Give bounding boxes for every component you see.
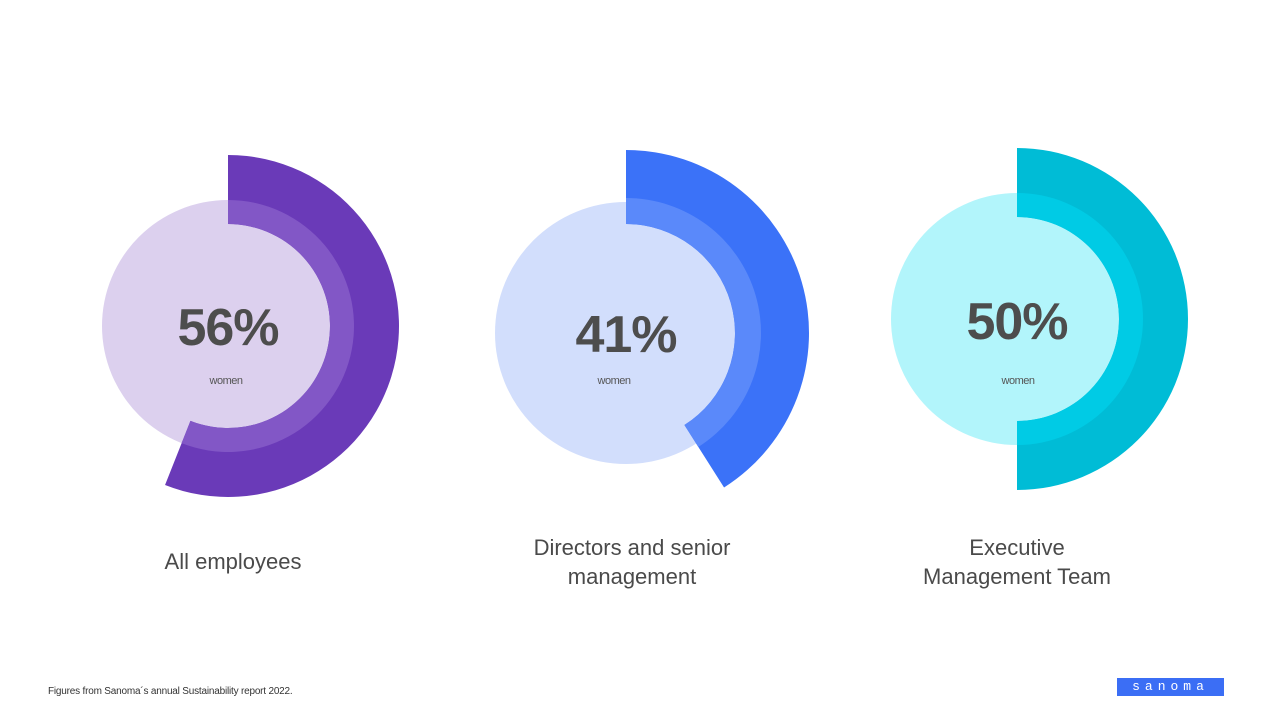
sanoma-logo: sanoma <box>1117 678 1224 696</box>
gauge-1-sub-label: women <box>209 375 243 387</box>
gauge-2-category-label: Directors and senior management <box>533 535 731 589</box>
gauge-3-sub-label: women <box>1001 375 1035 387</box>
gauge-3-category-label: Executive Management Team <box>923 535 1111 589</box>
gauge-1-percent: 56% <box>177 299 279 357</box>
gauge-2-arc-overlay <box>626 198 761 447</box>
gauge-2-inner-disc <box>495 202 757 464</box>
gauge-2-sub-label: women <box>597 375 631 387</box>
gauge-3-percent: 50% <box>966 293 1068 351</box>
gauge-3-arc-overlay <box>1017 193 1143 445</box>
footnote: Figures from Sanoma´s annual Sustainabil… <box>48 686 293 697</box>
gauge-1-category-label: All employees <box>164 549 302 574</box>
gauge-1-inner-disc <box>102 200 354 452</box>
gauge-1-value-arc <box>165 155 399 497</box>
gauge-3-inner-disc <box>891 193 1143 445</box>
gauge-1-arc-overlay <box>181 200 354 452</box>
gauge-2-percent: 41% <box>575 306 677 364</box>
gauge-3-value-arc <box>1017 148 1188 490</box>
gauge-2-value-arc <box>626 150 809 488</box>
